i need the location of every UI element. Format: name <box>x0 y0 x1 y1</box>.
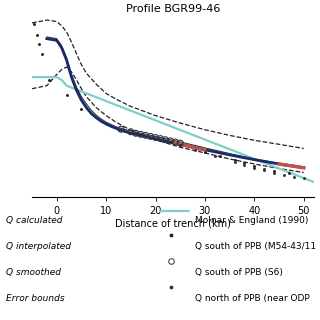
Point <box>212 154 217 159</box>
Point <box>242 162 247 167</box>
X-axis label: Distance of trench (km): Distance of trench (km) <box>115 219 231 228</box>
Point <box>202 149 207 154</box>
Point <box>271 170 276 175</box>
Title: Profile BGR99-46: Profile BGR99-46 <box>126 4 220 14</box>
Text: Error bounds: Error bounds <box>6 294 65 303</box>
Point <box>232 158 237 163</box>
Point <box>47 77 52 83</box>
Text: Q south of PPB (S6): Q south of PPB (S6) <box>195 268 283 277</box>
Point <box>79 107 84 112</box>
Point <box>163 137 168 142</box>
Point <box>168 138 173 143</box>
Point <box>232 159 237 164</box>
Point <box>301 176 306 181</box>
Point <box>173 140 178 145</box>
Point <box>64 92 69 98</box>
Point <box>291 174 296 179</box>
Point <box>252 164 257 169</box>
Point <box>153 135 158 140</box>
Point <box>178 140 183 146</box>
Point <box>286 171 292 176</box>
Point <box>158 136 163 141</box>
Point <box>143 133 148 138</box>
Point <box>262 166 267 171</box>
Point <box>217 154 222 159</box>
Point <box>32 22 37 27</box>
Text: Q south of PPB (M54-43/11: Q south of PPB (M54-43/11 <box>195 242 316 251</box>
Point <box>192 147 197 152</box>
Point <box>133 131 138 136</box>
Point <box>281 172 286 178</box>
Text: Q smoothed: Q smoothed <box>6 268 61 277</box>
Point <box>118 127 124 132</box>
Text: Molnar & England (1990): Molnar & England (1990) <box>195 216 308 225</box>
Point <box>34 33 39 38</box>
Point <box>128 129 133 134</box>
Text: Q north of PPB (near ODP: Q north of PPB (near ODP <box>195 294 310 303</box>
Point <box>262 168 267 173</box>
Point <box>37 41 42 46</box>
Text: Q interpolated: Q interpolated <box>6 242 71 251</box>
Point <box>148 134 153 139</box>
Point <box>242 161 247 166</box>
Point <box>39 51 44 56</box>
Point <box>271 168 276 173</box>
Point <box>138 132 143 137</box>
Text: Q calculated: Q calculated <box>6 216 63 225</box>
Point <box>178 143 183 148</box>
Point <box>252 165 257 170</box>
